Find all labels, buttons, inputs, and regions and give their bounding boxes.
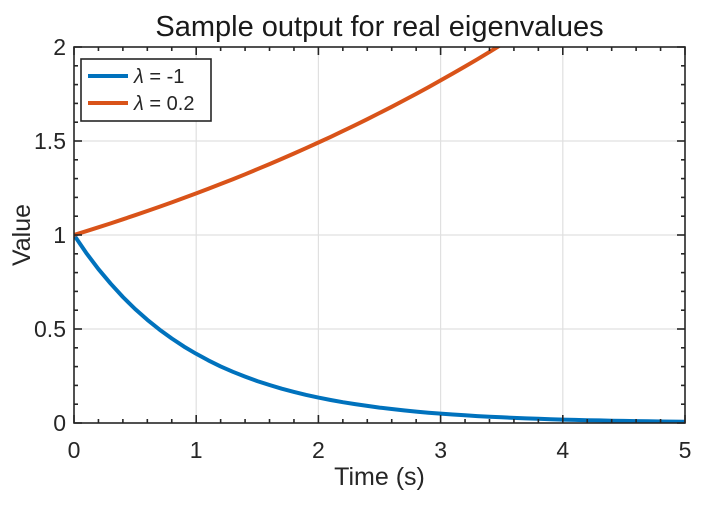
series-curve-1 [74, 47, 502, 237]
x-tick-label-0: 0 [68, 437, 81, 463]
x-tick-label-2: 2 [312, 437, 325, 463]
legend-entry-label: λ = 0.2 [133, 93, 194, 115]
chart-title: Sample output for real eigenvalues [155, 11, 603, 43]
legend: λ = -1 λ = 0.2 [80, 58, 212, 122]
y-tick-labels: 0 0.5 1 1.5 2 [34, 34, 66, 436]
x-axis-label: Time (s) [334, 463, 425, 491]
x-tick-label-4: 4 [556, 437, 569, 463]
legend-entry-label: λ = -1 [133, 66, 184, 88]
x-tick-label-5: 5 [679, 437, 692, 463]
y-axis-label: Value [8, 204, 36, 266]
x-tick-label-3: 3 [434, 437, 447, 463]
legend-entries: λ = -1 λ = 0.2 [88, 66, 194, 115]
y-tick-label-0: 0 [53, 410, 66, 436]
axis-ticks [73, 46, 686, 424]
y-tick-label-4: 2 [53, 34, 66, 60]
x-tick-label-1: 1 [190, 437, 203, 463]
series-curve-0 [74, 233, 685, 423]
y-tick-label-3: 1.5 [34, 128, 66, 154]
x-tick-labels: 0 1 2 3 4 5 [68, 437, 692, 463]
y-tick-label-2: 1 [53, 222, 66, 248]
legend-box [80, 58, 212, 122]
legend-entry-0: λ = -1 [88, 66, 184, 88]
data-curves [74, 47, 685, 423]
legend-entry-1: λ = 0.2 [88, 93, 194, 115]
y-tick-label-1: 0.5 [34, 316, 66, 342]
